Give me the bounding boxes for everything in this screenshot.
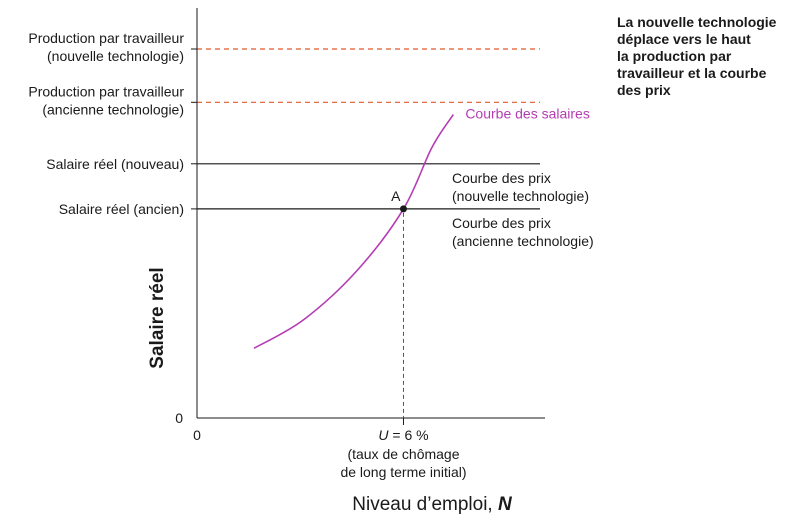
y-origin-label: 0 bbox=[175, 410, 183, 426]
note-line: déplace vers le haut bbox=[617, 31, 751, 47]
u-var: U bbox=[378, 427, 389, 443]
y-label-prod_new-1: Production par travailleur bbox=[28, 30, 184, 46]
note-line: travailleur et la courbe bbox=[617, 65, 767, 81]
x-annotation-line-1: (taux de chômage bbox=[347, 446, 459, 462]
horizontal-lines bbox=[191, 48, 540, 210]
y-axis-title: Salaire réel bbox=[147, 267, 168, 368]
note-line: des prix bbox=[617, 82, 671, 98]
note-line: La nouvelle technologie bbox=[617, 14, 777, 30]
note-line: la production par bbox=[617, 48, 732, 64]
point-a bbox=[399, 205, 407, 213]
right-label-wage_old-2: (ancienne technologie) bbox=[452, 233, 594, 249]
right-label-wage_new-2: (nouvelle technologie) bbox=[452, 188, 589, 204]
y-label-wage_old: Salaire réel (ancien) bbox=[59, 201, 184, 217]
y-label-wage_new: Salaire réel (nouveau) bbox=[46, 156, 184, 172]
y-label-prod_old-1: Production par travailleur bbox=[28, 83, 184, 99]
wage-curve-label: Courbe des salaires bbox=[465, 106, 590, 122]
u-value: = 6 % bbox=[388, 427, 428, 443]
x-axis-title-var: N bbox=[498, 494, 513, 515]
right-label-wage_old-1: Courbe des prix bbox=[452, 215, 551, 231]
y-label-prod_old-2: (ancienne technologie) bbox=[42, 101, 184, 117]
x-annotation-u: U = 6 % bbox=[378, 427, 428, 443]
x-axis-title: Niveau d’emploi, N bbox=[352, 494, 513, 515]
x-origin-label: 0 bbox=[193, 427, 201, 443]
x-axis-title-text: Niveau d’emploi, bbox=[352, 494, 498, 515]
point-a-label: A bbox=[391, 188, 401, 204]
annotation-note: La nouvelle technologie déplace vers le … bbox=[617, 14, 807, 99]
y-label-prod_new-2: (nouvelle technologie) bbox=[47, 48, 184, 64]
x-annotation-line-2: de long terme initial) bbox=[340, 464, 466, 480]
horizontal-line-labels: Production par travailleur (nouvelle tech… bbox=[28, 30, 593, 249]
right-label-wage_new-1: Courbe des prix bbox=[452, 170, 551, 186]
wage-curve bbox=[253, 114, 454, 349]
